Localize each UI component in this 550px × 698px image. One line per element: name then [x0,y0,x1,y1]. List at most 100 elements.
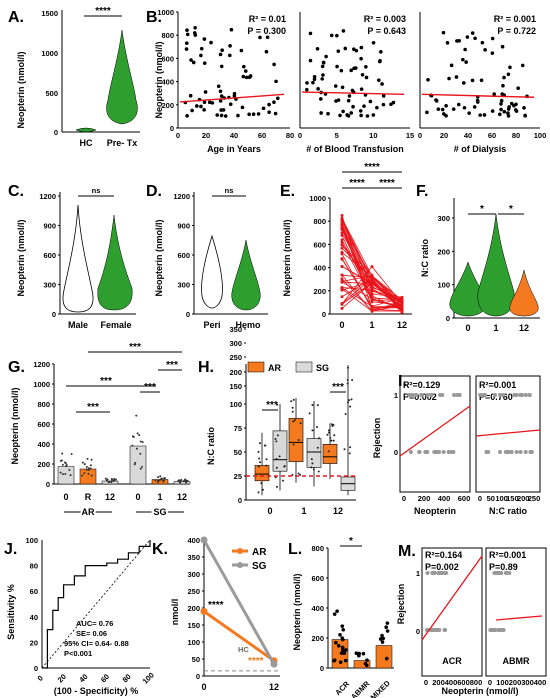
panel-d-yticks: 0 300 600 900 1200 [173,192,194,319]
panel-g-point [70,452,73,455]
panel-b-r2: R² = 0.01 [249,14,286,24]
panel-i-xlabel: Neopterin [414,506,456,516]
panel-e-point [400,303,404,307]
panel-f-ytick: 200 [437,247,450,256]
panel-h-point [257,465,260,468]
panel-i-point [423,450,428,454]
panel-b-point [502,109,507,114]
panel-m-letter: M. [398,543,416,560]
panel-a-violin-hc [75,127,97,133]
panel-b-point [223,114,228,118]
panel-h-ytick: 50 [234,448,242,457]
panel-h-point [275,440,278,443]
panel-h-letter: H. [198,359,214,376]
panel-h-point [274,476,277,479]
panel-a-ytick: 1500 [41,9,58,18]
panel-j-stat: AUC= 0.76 [76,619,113,628]
panel-b-point [324,54,328,59]
panel-h-point [291,410,294,413]
panel-i-point [425,393,430,397]
panel-j-stat: SE= 0.06 [76,629,107,638]
panel-e-letter: E. [280,183,295,200]
panel-l-ylabel: Neopterin (nmol/l) [292,574,302,651]
panel-e-yticks: 0 200 400 600 800 1000 [309,194,330,319]
panel-h-point [316,446,319,449]
panel-e-point [340,295,344,299]
panel-k-xtick: 0 [201,682,206,692]
panel-j-stat: 95% CI= 0.64- 0.88 [64,639,129,648]
panel-i-point [498,450,503,454]
panel-g-sig-3: *** [87,402,99,413]
panel-g-point [65,465,68,468]
panel-c-yticks: 0 300 600 900 1200 [39,192,60,319]
panel-h-point [263,444,266,447]
panel-b-point [228,102,233,107]
panel-b-point [203,90,208,94]
panel-l-ytick: 400 [311,604,324,613]
panel-g-point [89,464,92,467]
panel-b-point [371,113,376,117]
panel-g-point [135,414,138,417]
panel-b-xtick: 40 [464,131,472,140]
panel-e-point [400,296,404,300]
panel-i-pvalue: P=0.002 [403,392,437,402]
panel-b-ytick: 800 [161,31,174,40]
panel-h-point [258,457,261,460]
panel-b-point [267,110,271,114]
panel-h-point [282,479,285,482]
panel-d-ytick: 600 [177,251,190,260]
panel-b-point [336,49,341,53]
panel-l-sig: * [349,536,353,547]
panel-f-xtick: 1 [493,323,498,333]
panel-h-point [274,438,277,441]
panel-h-ytick: 250 [229,353,242,362]
panel-b-xtick: 60 [488,131,496,140]
panel-l-point [384,656,389,661]
panel-b-xtick: 60 [258,131,266,140]
panel-m-sub-label: ABMR [503,656,530,666]
panel-b-xtick: 20 [202,131,210,140]
panel-b-point [346,98,351,103]
panel-b-point [251,112,256,117]
panel-k-legend-sg: SG [252,561,267,572]
panel-g-yticks: 0 200 400 600 800 1000 1200 [33,360,54,489]
panel-b-point [499,102,503,106]
panel-k-ytick: 0 [196,672,200,681]
panel-h-ylabel: N:C ratio [206,426,216,465]
panel-k-ytick: 300 [187,570,200,579]
panel-b-point [202,100,207,105]
panel-a-ytick: 500 [45,89,58,98]
panel-b-point [506,111,510,115]
panel-b-point [470,31,475,35]
panel-b-point [193,26,197,30]
panel-l-point [380,640,385,644]
panel-i-point [432,450,437,454]
panel-b-point [220,48,224,52]
panel-b-point [449,63,454,68]
panel-b-point [359,113,363,118]
panel-i-point [414,393,419,397]
panel-i-point [440,393,445,397]
panel-g-ytick: 1000 [33,380,50,389]
panel-k-hc-label: HC [238,645,249,654]
panel-h-point [317,437,320,440]
panel-e-ytick: 800 [313,217,326,226]
panel-h-point [278,455,281,458]
panel-b-point [227,53,232,58]
panel-b-point [202,37,207,41]
panel-b-point [334,99,338,103]
panel-b-xtick: 5 [335,131,339,140]
panel-b-point [256,112,261,116]
panel-g-sig-2: *** [100,376,112,387]
panel-l-point [340,645,345,650]
panel-b-point [218,52,223,57]
panel-k-ylabel: nmol/l [170,599,180,626]
panel-g-point [87,467,90,470]
panel-h-ytick: 75 [234,424,242,433]
panel-g-point [141,441,144,444]
panel-c-ytick: 300 [43,281,56,290]
panel-k-ytick: 400 [187,536,200,545]
